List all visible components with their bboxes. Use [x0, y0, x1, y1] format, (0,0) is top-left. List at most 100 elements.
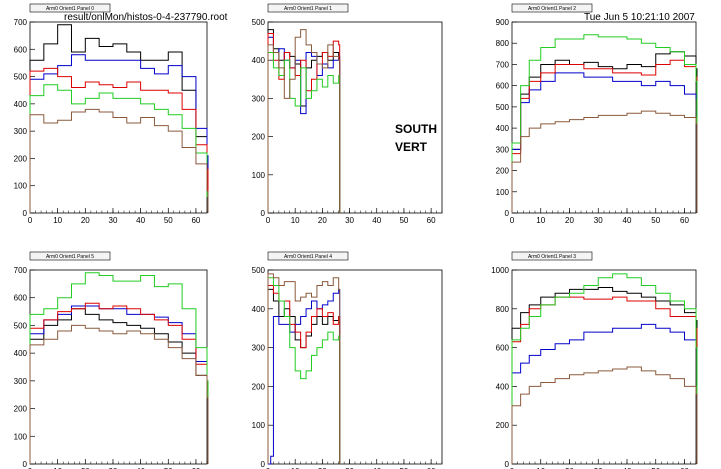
series-green [511, 273, 698, 464]
x-tick-label: 20 [318, 467, 327, 469]
x-tick-label: 60 [427, 216, 436, 225]
series-green [29, 272, 209, 464]
x-tick-label: 20 [81, 467, 90, 469]
series-red [511, 59, 698, 213]
y-tick-label: 0 [505, 209, 510, 218]
y-tick-label: 100 [14, 182, 28, 191]
series-green [267, 277, 341, 464]
panel-title: Arm0 Orient1 Panel 3 [528, 254, 576, 260]
plot-frame [29, 269, 208, 465]
x-tick-label: 40 [372, 467, 381, 469]
x-tick-label: 30 [594, 467, 603, 469]
file-path-label: result/onlMon/histos-0-4-237790.root [64, 12, 228, 23]
panel-title-box [29, 251, 111, 261]
panel-title-box [511, 3, 593, 13]
x-tick-label: 60 [680, 216, 689, 225]
x-tick-label: 0 [510, 467, 515, 469]
x-tick-label: 50 [399, 467, 408, 469]
series-brown [511, 366, 698, 464]
series-black [267, 288, 341, 464]
x-tick-label: 0 [28, 467, 33, 469]
x-tick-label: 20 [81, 216, 90, 225]
y-tick-label: 500 [496, 103, 510, 112]
chart-panel-2: Arm0 Orient1 Panel 201002003004005006007… [496, 3, 698, 225]
y-tick-label: 600 [496, 344, 510, 353]
x-tick-label: 50 [399, 216, 408, 225]
x-tick-label: 10 [291, 216, 300, 225]
series-red [511, 296, 698, 464]
y-tick-label: 100 [496, 188, 510, 197]
chart-panel-3: Arm0 Orient1 Panel 501002003004005006007… [14, 251, 209, 469]
y-tick-label: 1000 [491, 266, 509, 275]
x-tick-label: 50 [651, 467, 660, 469]
y-tick-label: 300 [496, 145, 510, 154]
series-green [29, 84, 209, 213]
chart-panel-5: Arm0 Orient1 Panel 3 0 200 400 600 800 1000 0 10… [491, 251, 698, 469]
x-tick-label: 50 [164, 467, 173, 469]
y-tick-label: 0 [261, 209, 266, 218]
y-tick-label: 0 [505, 460, 510, 469]
y-tick-label: 500 [14, 321, 28, 330]
series-blue [511, 72, 698, 213]
x-tick-label: 40 [372, 216, 381, 225]
x-tick-label: 50 [651, 216, 660, 225]
y-tick-label: 400 [252, 56, 266, 65]
y-tick-label: 400 [252, 305, 266, 314]
y-tick-label: 300 [14, 127, 28, 136]
y-tick-label: 200 [496, 167, 510, 176]
y-tick-label: 200 [252, 382, 266, 391]
panel-title: Arm0 Orient1 Panel 2 [528, 6, 576, 12]
x-tick-label: 0 [266, 216, 271, 225]
y-tick-label: 600 [496, 82, 510, 91]
y-tick-label: 400 [496, 124, 510, 133]
series-brown [267, 29, 341, 213]
x-tick-label: 10 [536, 467, 545, 469]
x-tick-label: 30 [109, 216, 118, 225]
plot-frame [511, 21, 697, 214]
x-tick-label: 0 [510, 216, 515, 225]
y-tick-label: 500 [252, 266, 266, 275]
x-tick-label: 40 [136, 467, 145, 469]
series-brown [511, 110, 698, 213]
y-tick-label: 0 [261, 460, 266, 469]
series-blue [29, 54, 209, 213]
panel-title: Arm0 Orient1 Panel 0 [46, 6, 94, 12]
y-tick-label: 300 [252, 94, 266, 103]
y-tick-label: 400 [14, 349, 28, 358]
series-blue [268, 288, 341, 465]
x-tick-label: 40 [136, 216, 145, 225]
y-tick-label: 600 [14, 45, 28, 54]
x-tick-label: 10 [53, 216, 62, 225]
series-black [29, 308, 209, 464]
y-tick-label: 300 [252, 344, 266, 353]
x-tick-label: 20 [318, 216, 327, 225]
x-tick-label: 60 [191, 467, 200, 469]
x-tick-label: 10 [53, 467, 62, 469]
chart-panel-0: Arm0 Orient1 Panel 001002003004005006007… [14, 3, 209, 225]
x-tick-label: 10 [291, 467, 300, 469]
x-tick-label: 30 [594, 216, 603, 225]
series-red [29, 302, 209, 464]
y-tick-label: 800 [496, 39, 510, 48]
x-tick-label: 40 [623, 216, 632, 225]
series-black [511, 286, 698, 464]
panel-title-box [29, 3, 111, 13]
x-tick-label: 50 [164, 216, 173, 225]
y-tick-label: 900 [496, 18, 510, 27]
series-green [511, 34, 698, 213]
y-tick-label: 400 [496, 382, 510, 391]
y-tick-label: 800 [496, 305, 510, 314]
panel-title: Arm0 Orient1 Panel 1 [284, 6, 332, 12]
chart-panel-4: Arm0 Orient1 Panel 4 0 100 200 300 400 500 0 10 2… [252, 251, 443, 469]
y-tick-label: 200 [252, 133, 266, 142]
annotation-south: SOUTH [395, 122, 437, 136]
series-brown [29, 108, 209, 213]
x-tick-label: 60 [427, 467, 436, 469]
y-tick-label: 700 [14, 266, 28, 275]
panel-title: Arm0 Orient1 Panel 4 [284, 254, 332, 260]
y-tick-label: 200 [496, 421, 510, 430]
series-green [267, 52, 341, 213]
series-black [29, 24, 209, 213]
y-tick-label: 400 [14, 100, 28, 109]
